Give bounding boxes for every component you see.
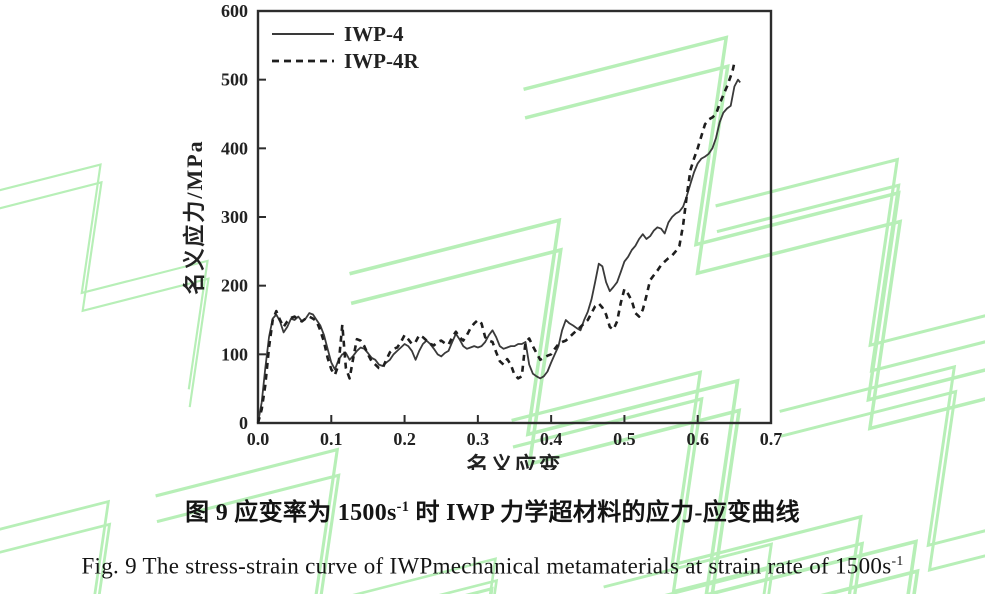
caption-chinese: 图 9 应变率为 1500s-1 时 IWP 力学超材料的应力-应变曲线: [0, 492, 985, 527]
caption-english-superscript: -1: [891, 553, 904, 568]
x-tick-label: 0.3: [467, 429, 490, 449]
y-tick-label: 0: [239, 413, 248, 433]
watermark-glyph: [341, 557, 760, 594]
y-axis: 0 100 200 300 400 500 600: [221, 1, 266, 433]
x-axis: 0.0 0.1 0.2 0.3 0.4 0.5 0.6 0.7: [247, 415, 783, 449]
caption-english-text: Fig. 9 The stress-strain curve of IWPmec…: [81, 553, 892, 579]
y-tick-label: 400: [221, 138, 248, 158]
caption-chinese-text: 图 9 应变率为 1500s: [185, 500, 397, 526]
caption-chinese-text-tail: 时 IWP 力学超材料的应力-应变曲线: [409, 500, 800, 526]
y-tick-label: 200: [221, 276, 248, 296]
caption-english: Fig. 9 The stress-strain curve of IWPmec…: [0, 553, 985, 580]
watermark-glyph: [0, 66, 210, 408]
plot-border: [256, 9, 773, 425]
watermark-glyph: [715, 157, 985, 594]
x-tick-label: 0.4: [540, 429, 563, 449]
x-tick-label: 0.0: [247, 429, 270, 449]
caption-chinese-superscript: -1: [396, 499, 410, 515]
x-tick-label: 0.7: [760, 429, 783, 449]
x-tick-label: 0.1: [320, 429, 343, 449]
y-axis-title: 名义应力/MPa: [182, 139, 207, 294]
watermark-glyph: [0, 499, 385, 594]
x-axis-title: 名义应变: [466, 453, 562, 470]
y-tick-label: 600: [221, 1, 248, 21]
x-tick-label: 0.5: [613, 429, 636, 449]
stress-strain-chart: 0.0 0.1 0.2 0.3 0.4 0.5 0.6 0.7 0 100 200 300 400 500…: [182, 1, 783, 470]
legend: IWP-4 IWP-4R: [272, 22, 419, 73]
legend-label-iwp-4r: IWP-4R: [344, 49, 419, 73]
watermark-glyph: [603, 542, 985, 594]
x-tick-label: 0.6: [686, 429, 709, 449]
y-tick-label: 300: [221, 207, 248, 227]
legend-label-iwp-4: IWP-4: [344, 22, 404, 46]
watermark-glyph: [779, 364, 985, 594]
y-tick-label: 500: [221, 70, 248, 90]
watermark-glyph: [511, 370, 985, 594]
series-line-iwp-4: [257, 78, 741, 424]
y-tick-label: 100: [221, 344, 248, 364]
x-tick-label: 0.2: [393, 429, 416, 449]
series-line-iwp-4r: [256, 62, 736, 424]
watermark-glyph: [349, 217, 920, 594]
